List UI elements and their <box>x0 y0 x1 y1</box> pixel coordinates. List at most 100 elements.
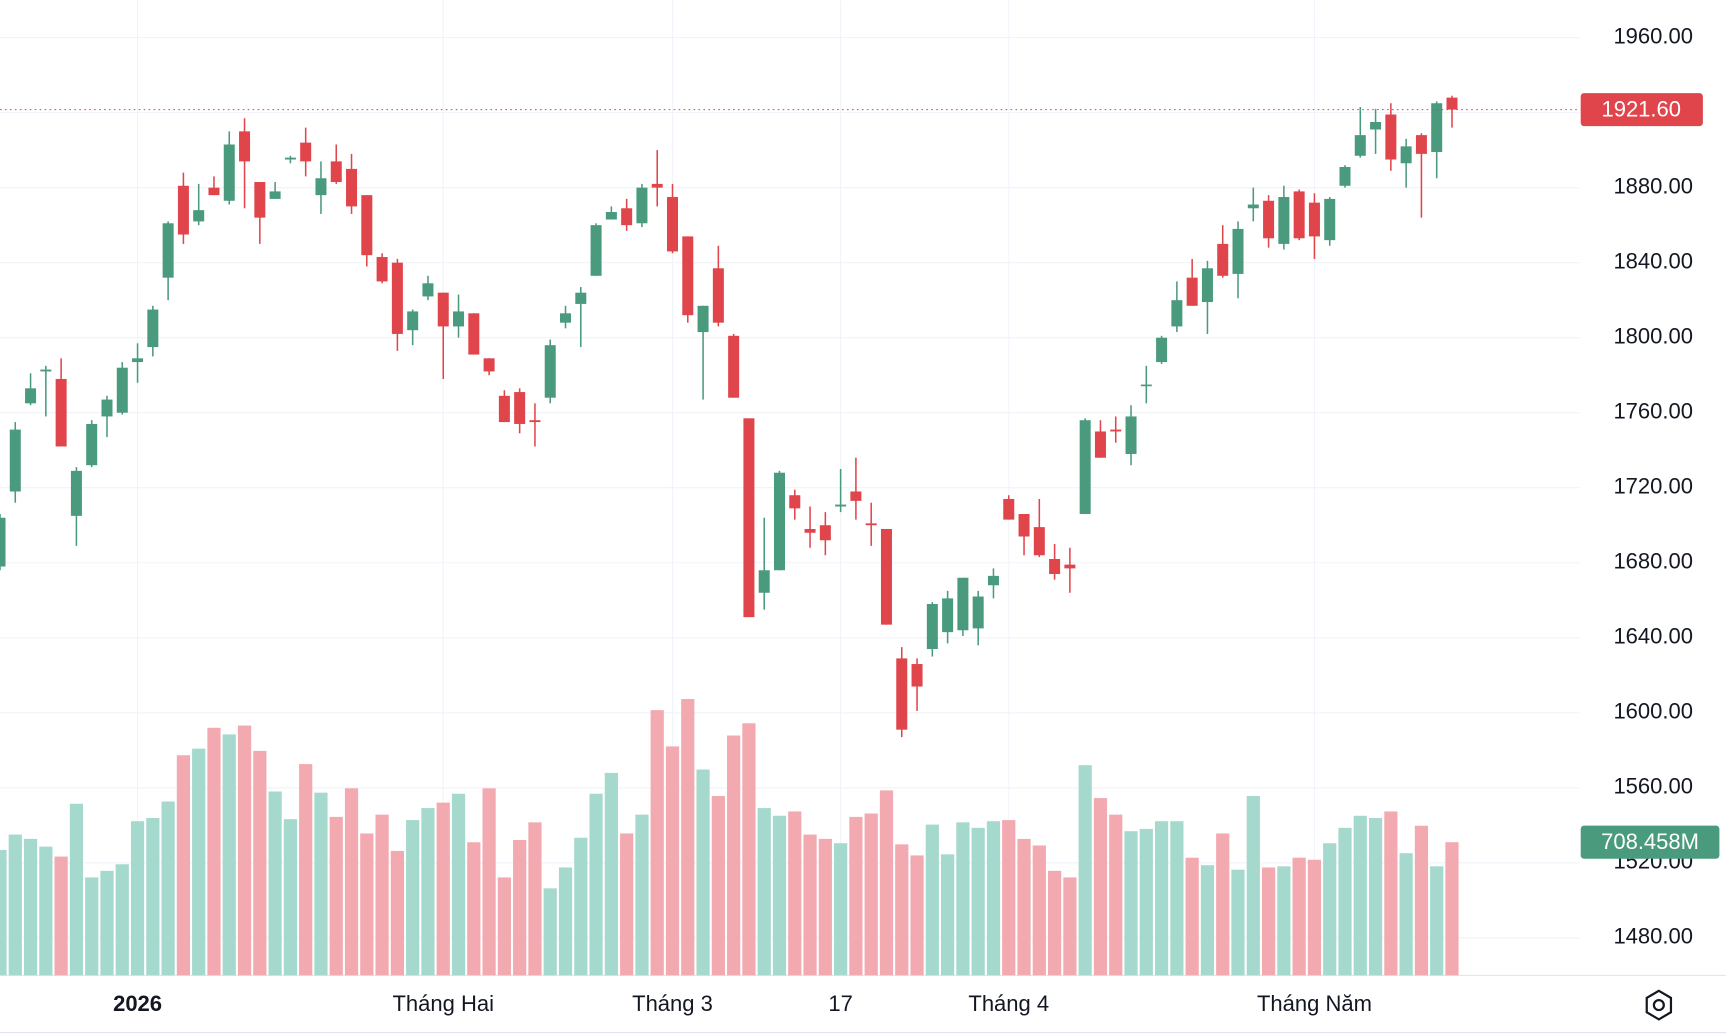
candle-body <box>193 210 205 222</box>
volume-bar <box>1231 869 1245 976</box>
candle-body <box>116 367 128 413</box>
volume-bar <box>85 877 99 976</box>
volume-bar <box>482 788 496 976</box>
candle-body <box>942 598 954 633</box>
volume-bar <box>528 822 542 976</box>
candle-body <box>605 212 617 220</box>
candle-body <box>1431 103 1443 153</box>
candle-body <box>1370 121 1382 130</box>
candle-body <box>636 187 648 224</box>
candle-body <box>1217 243 1229 276</box>
volume-bar <box>100 870 114 976</box>
volume-bar <box>1216 833 1230 976</box>
last-price-badge <box>1580 93 1703 127</box>
candle-body <box>422 283 434 297</box>
volume-bar <box>1261 867 1276 976</box>
candle-body <box>1033 527 1045 556</box>
x-tick-label: Tháng Năm <box>1257 991 1372 1016</box>
volume-bar <box>971 827 985 976</box>
candle-body <box>697 305 709 333</box>
labels: 1480.001520.001560.001600.001640.001680.… <box>0 23 1720 1016</box>
volume-bar <box>803 834 817 976</box>
settings-dot[interactable] <box>1652 999 1665 1012</box>
volume-bar <box>681 699 695 976</box>
volume-bar <box>1430 866 1444 976</box>
candle-body <box>880 528 892 625</box>
volume-bar <box>757 808 771 976</box>
volume-bar <box>54 856 68 976</box>
candle-body <box>621 208 633 226</box>
settings-icon[interactable] <box>1645 989 1673 1021</box>
x-tick-label: 2026 <box>113 991 162 1016</box>
candle-body <box>498 395 510 423</box>
candle-body <box>1324 198 1336 241</box>
volume-bar <box>1414 825 1429 976</box>
candle-body <box>850 491 862 501</box>
volume <box>0 699 1459 976</box>
volume-bar <box>146 818 160 976</box>
candle-body <box>361 195 373 256</box>
candle-body <box>865 523 877 526</box>
candle-body <box>1278 197 1290 244</box>
volume-bar <box>1063 877 1077 976</box>
candle-body <box>728 335 740 398</box>
volume-bar <box>772 815 787 976</box>
x-tick-label: Tháng 3 <box>632 991 713 1016</box>
candle-body <box>1339 167 1351 186</box>
candle-body <box>376 257 388 282</box>
volume-bar <box>115 864 129 976</box>
volume-bar <box>1093 798 1108 976</box>
last-volume-badge <box>1580 825 1720 859</box>
candle-body <box>544 345 556 398</box>
volume-bar <box>1032 845 1046 976</box>
candle-body <box>147 309 159 348</box>
candle-body <box>1400 146 1412 164</box>
volume-bar <box>0 849 7 976</box>
candle-body <box>437 292 449 327</box>
volume-bar <box>513 840 527 976</box>
volume-bar <box>176 755 191 976</box>
y-tick-label: 1560.00 <box>1613 774 1693 799</box>
y-tick-label: 1880.00 <box>1613 173 1693 198</box>
candle-body <box>819 525 831 541</box>
volume-bar <box>436 802 450 976</box>
last-price-label: 1921.60 <box>1601 97 1681 122</box>
volume-bar <box>1200 865 1215 976</box>
y-tick-label: 1960.00 <box>1613 23 1693 48</box>
candle-body <box>1079 420 1091 514</box>
volume-bar <box>589 793 603 976</box>
volume-bar <box>1338 827 1352 976</box>
volume-bar <box>1368 818 1383 976</box>
volume-bar <box>941 854 955 976</box>
volume-bar <box>1170 821 1184 976</box>
candle-body <box>223 144 235 201</box>
candle-body <box>86 423 98 466</box>
candle-body <box>773 472 785 571</box>
volume-bar <box>742 723 756 976</box>
y-tick-label: 1800.00 <box>1613 323 1693 348</box>
candle-body <box>1110 429 1122 432</box>
candle-body <box>1446 97 1458 110</box>
candle-body <box>957 577 969 631</box>
candle-body <box>987 575 999 586</box>
volume-bar <box>192 748 206 976</box>
candle-body <box>926 604 938 650</box>
candle-body <box>9 429 21 492</box>
volume-bar <box>910 855 924 976</box>
volume-bar <box>161 801 175 976</box>
volume-bar <box>543 888 557 976</box>
volume-bar <box>253 750 267 976</box>
y-tick-label: 1720.00 <box>1613 474 1693 499</box>
candle-body <box>1232 228 1244 274</box>
volume-bar <box>1323 843 1337 976</box>
candle-body <box>560 313 572 323</box>
volume-bar <box>299 764 313 976</box>
grid <box>0 0 1580 976</box>
candle-body <box>101 399 113 417</box>
candle-body <box>1094 431 1106 458</box>
candle-body <box>1293 191 1305 239</box>
settings-hex[interactable] <box>1645 989 1673 1021</box>
candle-body <box>1201 268 1213 303</box>
candle-body <box>55 378 67 447</box>
